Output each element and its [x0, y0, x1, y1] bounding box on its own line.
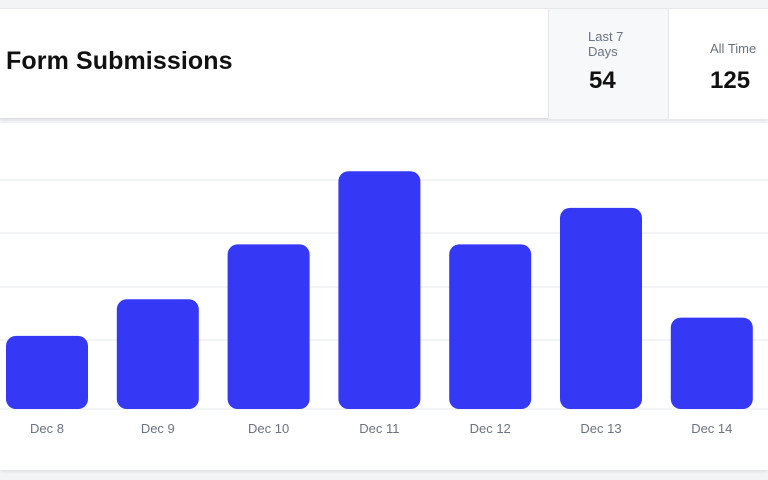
page-title: Form Submissions	[6, 47, 233, 75]
bar-chart: Dec 8 Dec 9 Dec 10 Dec 11 Dec 12 Dec 13 Dec 14	[0, 171, 768, 436]
x-tick-label: Dec 13	[580, 421, 621, 436]
stat-all-time[interactable]: All Time 125	[669, 9, 768, 119]
chart-card: Dec 8 Dec 9 Dec 10 Dec 11 Dec 12 Dec 13 Dec 14	[0, 123, 768, 470]
bar-dec-13[interactable]	[560, 207, 642, 409]
stat-all-time-label: All Time	[710, 41, 757, 56]
bar-dec-11[interactable]	[338, 171, 421, 409]
header-card: Form Submissions Last 7 Days 54 All Time…	[0, 8, 768, 119]
bars	[6, 171, 753, 409]
x-tick-label: Dec 9	[141, 421, 175, 436]
x-tick-label: Dec 8	[30, 421, 64, 436]
x-tick-label: Dec 10	[248, 421, 289, 436]
stat-last-7-days-value: 54	[589, 67, 616, 94]
bar-dec-9[interactable]	[116, 299, 199, 409]
x-tick-label: Dec 12	[470, 421, 511, 436]
stat-all-time-value: 125	[710, 67, 751, 94]
bar-dec-14[interactable]	[670, 317, 753, 409]
x-axis-labels: Dec 8 Dec 9 Dec 10 Dec 11 Dec 12 Dec 13 Dec 14	[30, 421, 732, 436]
x-tick-label: Dec 14	[691, 421, 732, 436]
bar-dec-10[interactable]	[227, 244, 310, 409]
stat-last-7-days-label: Last 7 Days	[588, 29, 624, 59]
stat-last-7-days[interactable]: Last 7 Days 54	[548, 9, 669, 119]
bar-dec-8[interactable]	[6, 335, 88, 409]
x-tick-label: Dec 11	[359, 421, 399, 436]
bar-dec-12[interactable]	[449, 244, 532, 409]
